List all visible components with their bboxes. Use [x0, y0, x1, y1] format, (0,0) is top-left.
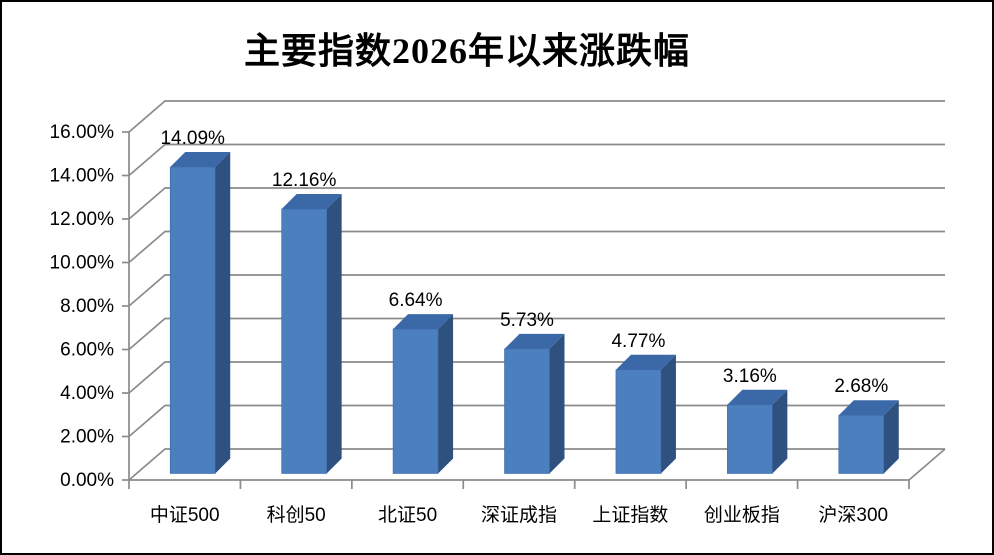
gridline: [128, 317, 945, 351]
gridline: [128, 404, 945, 438]
bar-top-face: [504, 333, 565, 349]
data-label: 4.77%: [611, 331, 665, 352]
data-label: 3.16%: [723, 366, 777, 387]
bar-front-face: [169, 166, 216, 474]
bar-side-face: [772, 389, 788, 474]
bar-column: [169, 152, 231, 474]
bar-top-face: [393, 314, 454, 330]
gridline: [128, 100, 945, 133]
ytick-label: 2.00%: [60, 427, 114, 448]
gridline: [128, 143, 945, 177]
category-label: 科创50: [267, 504, 326, 526]
gridline: [128, 361, 945, 394]
data-label: 2.68%: [834, 376, 888, 397]
bar-side-face: [883, 400, 899, 474]
bar-column: [281, 194, 342, 474]
category-label: 北证50: [378, 504, 437, 526]
gridline: [128, 274, 945, 307]
bar-front-face: [504, 348, 550, 474]
bar-side-face: [215, 152, 231, 474]
chart-title: 主要指数2026年以来涨跌幅: [243, 31, 690, 71]
bar-column: [727, 389, 788, 474]
bar-side-face: [438, 314, 454, 474]
category-label: 创业板指: [704, 504, 780, 526]
data-label: 6.64%: [389, 290, 443, 311]
bar-column: [392, 314, 454, 474]
bar-front-face: [392, 328, 439, 474]
data-label: 14.09%: [160, 128, 225, 149]
ytick-label: 0.00%: [60, 470, 114, 491]
bar-top-face: [838, 400, 899, 416]
bar-side-face: [326, 194, 342, 474]
category-label: 中证500: [150, 504, 220, 526]
bar-side-face: [660, 354, 676, 474]
bar-top-face: [281, 194, 342, 210]
ytick-label: 16.00%: [50, 122, 115, 143]
bar-front-face: [727, 404, 773, 474]
ytick-label: 14.00%: [50, 166, 115, 187]
category-label: 深证成指: [481, 504, 557, 526]
bar-column: [838, 400, 899, 474]
floor-right-edge: [908, 448, 946, 481]
category-label: 上证指数: [592, 504, 668, 526]
category-label: 沪深300: [818, 504, 888, 526]
gridline: [128, 187, 945, 220]
gridline: [128, 230, 945, 264]
data-label: 12.16%: [272, 170, 337, 191]
bar-front-face: [838, 414, 885, 474]
ytick-label: 10.00%: [50, 253, 115, 274]
bar-top-face: [727, 389, 788, 405]
bar-top-face: [615, 354, 676, 370]
ytick-label: 8.00%: [60, 296, 114, 317]
bar-column: [504, 333, 565, 474]
ytick-label: 6.00%: [60, 340, 114, 361]
bar-front-face: [281, 208, 327, 474]
ytick-label: 12.00%: [50, 209, 115, 230]
bar-side-face: [549, 333, 565, 474]
bar-top-face: [170, 152, 231, 168]
data-label: 5.73%: [500, 310, 554, 331]
bar-column: [615, 354, 676, 474]
gridline: [128, 448, 945, 481]
ytick-label: 4.00%: [60, 383, 114, 404]
bar-front-face: [615, 369, 662, 474]
